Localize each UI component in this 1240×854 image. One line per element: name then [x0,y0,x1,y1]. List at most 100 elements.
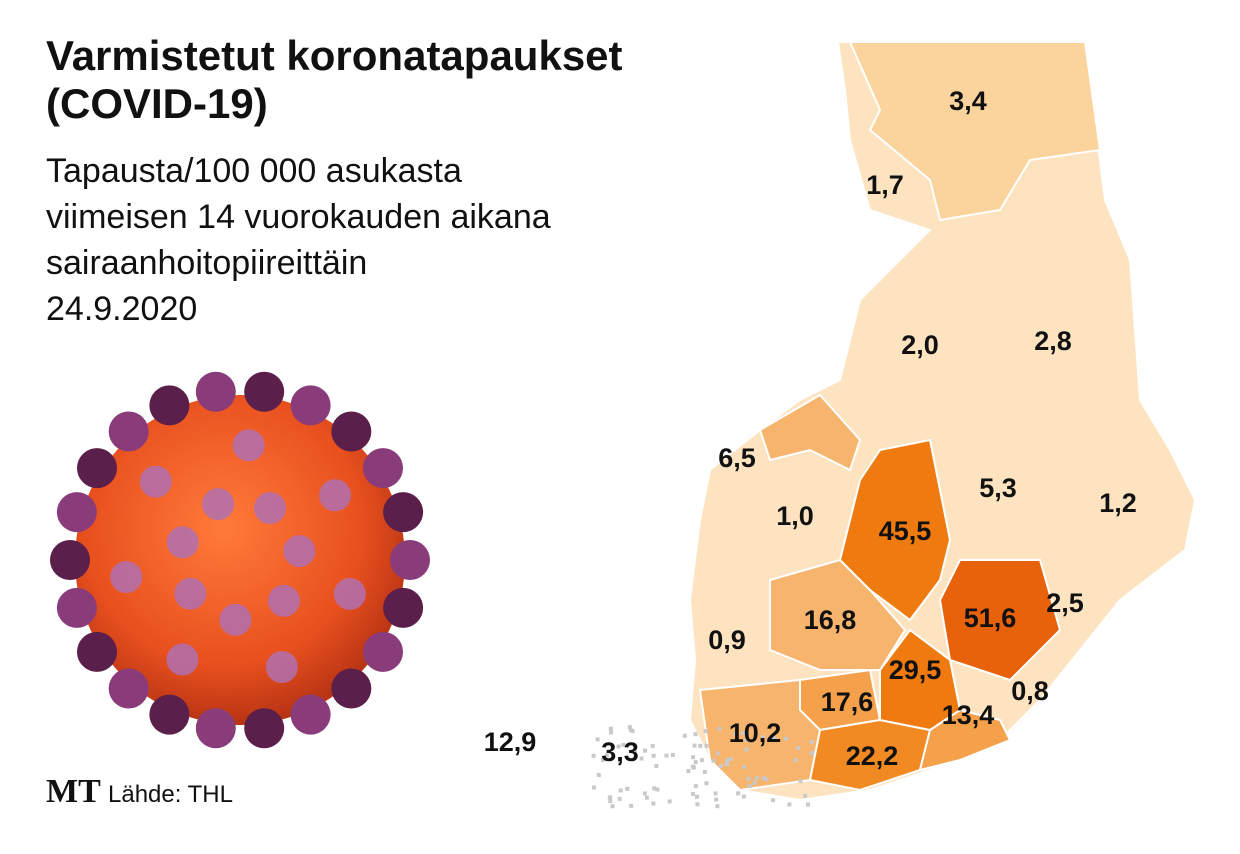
island [744,747,749,752]
virus-protein [139,465,172,498]
virus-protein [110,561,143,594]
island [771,798,776,803]
region-label: 1,0 [776,501,814,531]
island [625,786,630,791]
logo: MT [46,773,101,810]
island [628,727,633,732]
region-label: 3,3 [601,737,639,767]
region-label: 13,4 [942,700,995,730]
island [591,785,596,790]
island [752,780,757,785]
virus-protein [166,643,199,676]
island [618,788,623,793]
subtitle-line: viimeisen 14 vuorokauden aikana [46,198,551,236]
virus-spike [331,411,372,452]
island [711,758,716,763]
island [617,760,622,765]
island [760,735,765,740]
island [787,802,792,807]
island [667,799,672,804]
island [699,758,704,763]
title-line: (COVID-19) [46,80,268,127]
map: 3,4 1,7 2,0 2,8 6,5 5,3 1,2 1,0 45,5 16,8 51,6 2,5 0… [484,41,1197,809]
virus-spike [108,411,149,452]
island [664,753,669,758]
virus-protein [219,603,252,636]
virus-spike [383,587,424,628]
virus-spike [76,448,117,489]
subtitle-line: Tapausta/100 000 asukasta [46,152,462,190]
region-label: 16,8 [804,605,857,635]
virus-spike [383,492,424,533]
island [809,750,814,755]
virus-protein [265,651,298,684]
region-label: 45,5 [879,516,932,546]
region [848,41,1102,222]
region-label: 2,5 [1046,588,1084,618]
island [642,791,647,796]
island [629,803,634,808]
region-label: 1,2 [1099,488,1137,518]
title-line: Varmistetut koronatapaukset [46,32,623,79]
island [621,742,626,747]
archipelago [591,725,814,809]
island [736,791,741,796]
virus-protein [267,584,300,617]
island [616,744,621,749]
island [744,737,749,742]
island [690,792,695,797]
header: Varmistetut koronatapaukset (COVID-19) T… [46,32,623,328]
virus-spike [390,540,430,580]
virus-protein [254,492,287,525]
island [717,726,722,731]
region-label: 0,9 [708,625,746,655]
island [604,753,609,758]
island [610,804,615,809]
island [654,764,659,769]
region-label: 3,4 [949,86,987,116]
island [632,749,637,754]
region-label: 10,2 [729,718,782,748]
region-label: 29,5 [889,655,942,685]
virus-spike [56,587,97,628]
island [693,784,698,789]
island [600,757,605,762]
virus-protein [174,577,207,610]
island [642,748,647,753]
island [691,755,696,760]
island [796,746,801,751]
island [650,743,655,748]
island [651,801,656,806]
island [724,760,729,765]
virus-spike [56,492,97,533]
island [704,743,709,748]
virus-spike [363,448,404,489]
virus-spike [290,385,331,426]
footer: MT Lähde: THL [46,773,233,810]
island [644,795,649,800]
region-label: 2,0 [901,330,939,360]
island [771,735,776,740]
virus-protein [283,535,316,568]
region [838,438,952,622]
island [627,725,632,730]
island [728,757,733,762]
region-label: 51,6 [964,603,1017,633]
island [741,794,746,799]
virus-spike [244,708,285,749]
subtitle-line: sairaanhoitopiireittäin [46,244,367,282]
region-label: 6,5 [718,443,756,473]
island [725,762,730,767]
island [670,753,675,758]
island [617,796,622,801]
region-label: 17,6 [821,687,874,717]
virus-protein [166,526,199,559]
island [695,802,700,807]
virus-spike [363,631,404,672]
island [682,733,687,738]
island [595,737,600,742]
region-label: 22,2 [846,741,899,771]
island [741,731,746,736]
island [803,793,808,798]
